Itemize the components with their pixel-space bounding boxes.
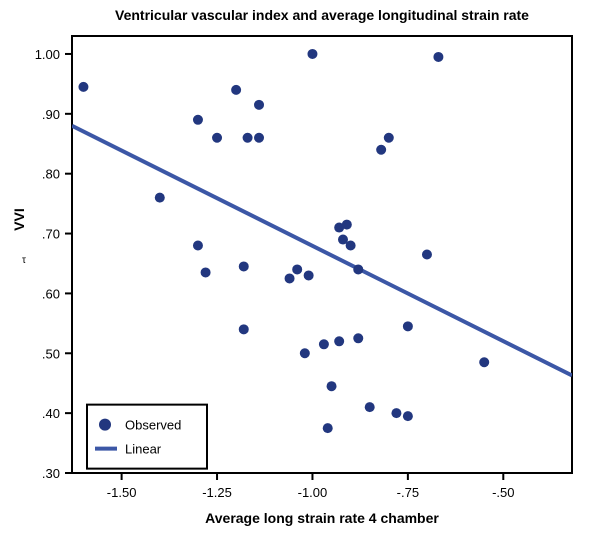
data-point (193, 115, 203, 125)
data-point (239, 261, 249, 271)
data-point (254, 133, 264, 143)
data-point (384, 133, 394, 143)
data-point (304, 270, 314, 280)
data-point (307, 49, 317, 59)
legend: Observed Linear (87, 405, 207, 469)
data-point (346, 241, 356, 251)
data-point (300, 348, 310, 358)
data-point (433, 52, 443, 62)
y-tick-label: .50 (42, 346, 60, 361)
data-point (78, 82, 88, 92)
legend-label: Linear (125, 442, 162, 457)
chart-title: Ventricular vascular index and average l… (115, 7, 529, 23)
data-point (201, 267, 211, 277)
y-axis-label: VVI (11, 208, 27, 231)
data-point (403, 411, 413, 421)
x-tick-label: -1.25 (202, 485, 232, 500)
y-tick-label: 1.00 (35, 47, 60, 62)
chart-container: Ventricular vascular index and average l… (0, 0, 598, 541)
data-point (327, 381, 337, 391)
data-point (391, 408, 401, 418)
y-tick-label: .70 (42, 227, 60, 242)
data-point (212, 133, 222, 143)
y-tick-label: .40 (42, 406, 60, 421)
x-tick-label: -1.00 (298, 485, 328, 500)
x-tick-label: -.75 (397, 485, 419, 500)
x-axis-label: Average long strain rate 4 chamber (205, 510, 439, 526)
y-tick-label: .80 (42, 167, 60, 182)
data-point (334, 336, 344, 346)
data-point (403, 321, 413, 331)
data-point (353, 264, 363, 274)
data-point (193, 241, 203, 251)
data-point (422, 250, 432, 260)
data-point (239, 324, 249, 334)
data-point (319, 339, 329, 349)
x-tick-label: -.50 (492, 485, 514, 500)
tau-symbol: τ (22, 255, 26, 266)
y-tick-label: .30 (42, 466, 60, 481)
data-point (231, 85, 241, 95)
legend-marker (99, 419, 111, 431)
data-point (323, 423, 333, 433)
data-point (353, 333, 363, 343)
scatter-chart: Ventricular vascular index and average l… (0, 0, 598, 541)
legend-label: Observed (125, 418, 181, 433)
data-point (285, 273, 295, 283)
data-point (342, 220, 352, 230)
data-point (243, 133, 253, 143)
data-point (365, 402, 375, 412)
data-point (479, 357, 489, 367)
data-point (155, 193, 165, 203)
y-tick-label: .60 (42, 286, 60, 301)
data-point (376, 145, 386, 155)
data-point (292, 264, 302, 274)
data-point (254, 100, 264, 110)
y-tick-label: .90 (42, 107, 60, 122)
x-tick-label: -1.50 (107, 485, 137, 500)
